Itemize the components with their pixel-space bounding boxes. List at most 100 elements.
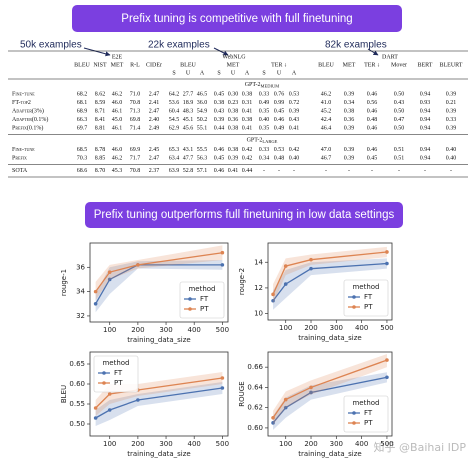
cell: 0.45 bbox=[274, 108, 285, 114]
cell: 65.3 bbox=[169, 147, 180, 153]
legend-label: PT bbox=[114, 379, 123, 387]
x-tick-label: 500 bbox=[216, 326, 229, 334]
cell: 27.7 bbox=[183, 91, 194, 97]
cell: 2.40 bbox=[149, 117, 160, 123]
legend-marker bbox=[352, 305, 356, 309]
cell: 70.8 bbox=[130, 168, 141, 174]
x-tick-label: 100 bbox=[279, 440, 292, 448]
cell: 8.41 bbox=[95, 117, 106, 123]
column-header: NIST bbox=[93, 62, 107, 68]
point bbox=[309, 385, 313, 390]
cell: 8.81 bbox=[95, 125, 106, 131]
cell: 69.8 bbox=[130, 117, 141, 123]
cell: 0.53 bbox=[289, 91, 300, 97]
cell: 0.38 bbox=[228, 125, 239, 131]
cell: 62.9 bbox=[169, 125, 180, 131]
point bbox=[309, 266, 313, 271]
section-title: GPT-2MEDIUM bbox=[245, 82, 280, 88]
cell: 0.39 bbox=[344, 147, 355, 153]
method-name: Prefix(0.1%) bbox=[12, 124, 43, 131]
y-tick-label: 0.62 bbox=[247, 404, 263, 412]
cell: 0.38 bbox=[344, 108, 355, 114]
legend-marker bbox=[188, 307, 192, 311]
series-line bbox=[95, 387, 223, 419]
cell: 0.51 bbox=[394, 155, 405, 161]
cell: 55.5 bbox=[197, 147, 208, 153]
column-header: BLEU bbox=[180, 62, 196, 68]
cell: 0.34 bbox=[344, 100, 355, 106]
column-header: BLEURT bbox=[440, 62, 463, 68]
point bbox=[93, 416, 98, 420]
cell: 64.2 bbox=[169, 91, 180, 97]
cell: 71.7 bbox=[130, 155, 141, 161]
column-header: MET bbox=[343, 62, 356, 68]
x-tick-label: 200 bbox=[131, 440, 144, 448]
point bbox=[283, 264, 288, 268]
cell: 0.39 bbox=[446, 125, 457, 131]
y-tick-label: 12 bbox=[254, 284, 263, 292]
x-tick-label: 300 bbox=[159, 326, 172, 334]
cell: 0.43 bbox=[289, 117, 300, 123]
point bbox=[93, 301, 98, 306]
cell: 2.41 bbox=[149, 100, 160, 106]
cell: 0.31 bbox=[242, 100, 253, 106]
point bbox=[385, 261, 389, 266]
column-header: TER ↓ bbox=[364, 62, 380, 68]
cell: 47.0 bbox=[321, 147, 332, 153]
cell: 0.38 bbox=[214, 100, 225, 106]
x-tick-label: 400 bbox=[355, 440, 368, 448]
cell: 53.6 bbox=[169, 100, 180, 106]
cell: 63.9 bbox=[169, 168, 180, 174]
cell: 8.62 bbox=[95, 91, 106, 97]
point bbox=[271, 292, 275, 297]
cell: 42.4 bbox=[321, 117, 332, 123]
y-tick-label: 0.66 bbox=[247, 363, 263, 371]
section-title-main: GPT-2 bbox=[247, 138, 263, 144]
cell: 55.1 bbox=[197, 125, 208, 131]
x-tick-label: 100 bbox=[103, 326, 116, 334]
cell: 2.49 bbox=[149, 125, 160, 131]
banner-bg bbox=[72, 5, 402, 32]
column-header: Mover bbox=[391, 62, 407, 68]
cell: 8.85 bbox=[95, 155, 106, 161]
cell: 0.50 bbox=[394, 91, 405, 97]
column-subheader: U bbox=[277, 70, 282, 76]
column-subheader: S bbox=[172, 70, 175, 76]
cell: 0.33 bbox=[259, 91, 270, 97]
section-title-sub: MEDIUM bbox=[261, 84, 280, 89]
cell: 68.5 bbox=[77, 147, 88, 153]
point bbox=[93, 289, 98, 294]
cell: 0.99 bbox=[274, 100, 285, 106]
method-name: SOTA bbox=[12, 168, 28, 174]
x-axis-label: training_data_size bbox=[298, 450, 361, 458]
point bbox=[283, 282, 288, 286]
cell: 0.35 bbox=[259, 108, 270, 114]
cell: 45.0 bbox=[112, 117, 123, 123]
cell: 0.46 bbox=[367, 91, 378, 97]
y-axis-label: ROUGE bbox=[238, 381, 246, 406]
point bbox=[136, 263, 140, 267]
cell: 56.3 bbox=[197, 155, 208, 161]
cell: - bbox=[424, 168, 426, 174]
legend-marker bbox=[352, 411, 356, 415]
cell: 0.30 bbox=[228, 91, 239, 97]
x-tick-label: 300 bbox=[330, 324, 343, 332]
method-name: Adapter(0.1%) bbox=[12, 116, 48, 123]
group-header: DART bbox=[382, 54, 398, 60]
banner: Prefix tuning outperforms full finetunin… bbox=[94, 209, 395, 221]
cell: 0.40 bbox=[259, 117, 270, 123]
cell: 46.1 bbox=[112, 108, 123, 114]
cell: 2.45 bbox=[149, 147, 160, 153]
cell: 8.70 bbox=[95, 168, 106, 174]
column-header: R-L bbox=[130, 62, 140, 68]
cell: 54.9 bbox=[197, 108, 208, 114]
cell: 2.47 bbox=[149, 155, 160, 161]
legend-marker bbox=[352, 295, 356, 299]
cell: 0.45 bbox=[367, 155, 378, 161]
column-header: CIDEr bbox=[146, 62, 162, 68]
method-name: Prefix bbox=[12, 155, 27, 161]
column-header: MET bbox=[227, 62, 240, 68]
point bbox=[220, 263, 225, 267]
